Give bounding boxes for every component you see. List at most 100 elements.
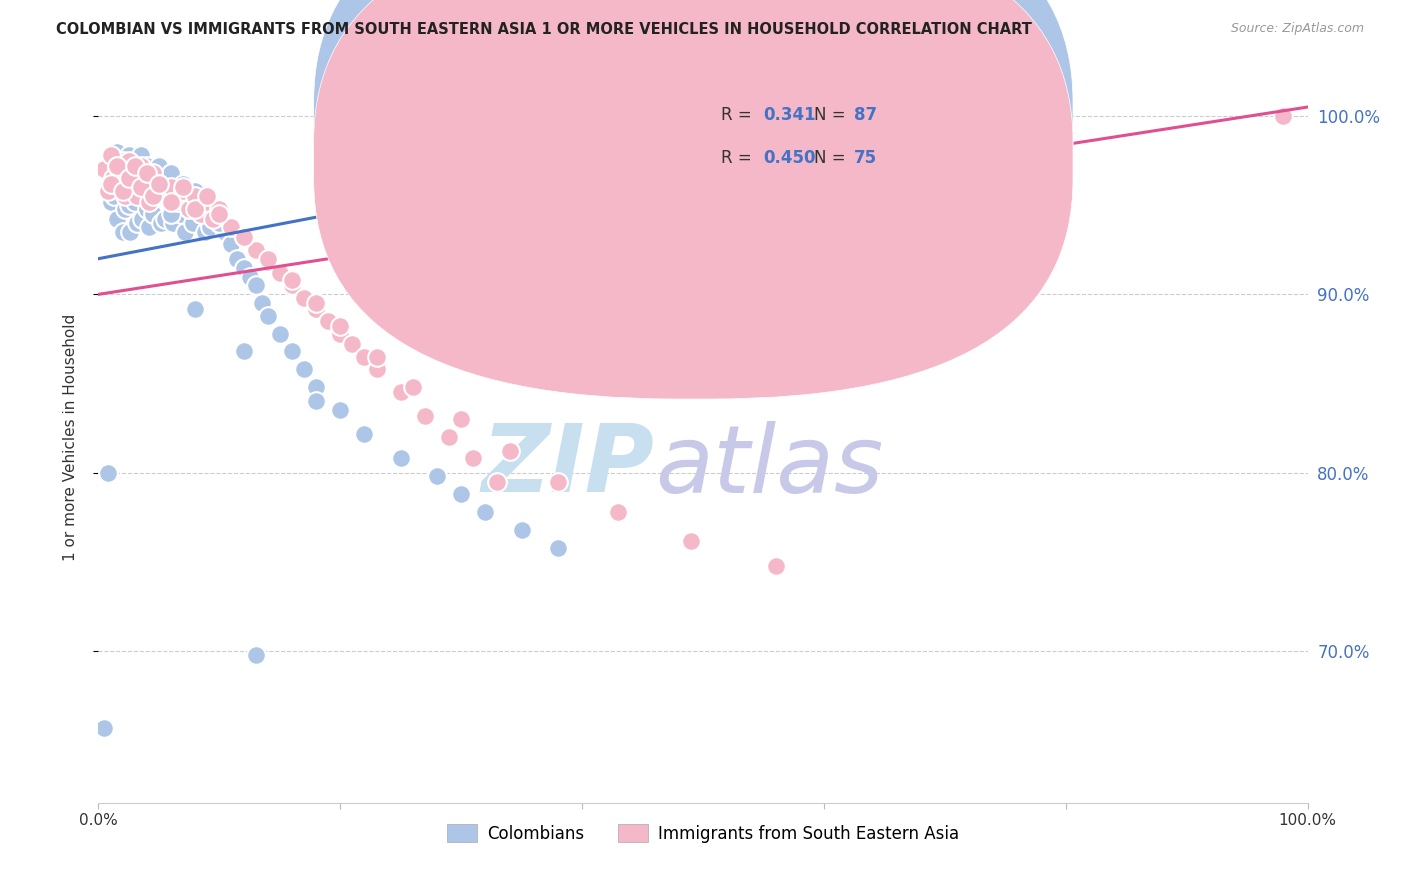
Point <box>413 409 436 423</box>
Point <box>118 171 141 186</box>
Point <box>162 216 184 230</box>
Point <box>105 159 128 173</box>
Point <box>148 177 170 191</box>
Point <box>195 198 218 212</box>
Point <box>118 153 141 168</box>
Point <box>208 202 231 216</box>
Text: N =: N = <box>814 149 851 167</box>
Point <box>232 344 254 359</box>
Point <box>305 296 328 310</box>
Point <box>221 219 243 234</box>
Point <box>121 177 143 191</box>
Point <box>172 177 194 191</box>
Point <box>221 237 243 252</box>
Point <box>129 189 152 203</box>
Point <box>329 319 352 334</box>
Point <box>547 541 569 555</box>
Point <box>353 350 375 364</box>
Point <box>114 159 136 173</box>
Text: Source: ZipAtlas.com: Source: ZipAtlas.com <box>1230 22 1364 36</box>
Point <box>160 194 183 209</box>
Point <box>256 255 278 269</box>
Point <box>153 189 176 203</box>
Point <box>366 362 388 376</box>
Point <box>184 202 207 216</box>
Point <box>208 216 231 230</box>
Point <box>105 212 128 227</box>
Point <box>389 385 412 400</box>
Point <box>208 216 231 230</box>
Point <box>329 326 352 341</box>
Text: N =: N = <box>814 106 851 124</box>
Point <box>232 230 254 244</box>
Point <box>172 184 194 198</box>
Text: R =: R = <box>721 149 758 167</box>
Point <box>160 166 183 180</box>
Point <box>498 444 520 458</box>
Point <box>202 212 225 227</box>
Point <box>124 159 146 173</box>
Point <box>105 145 128 159</box>
Point <box>100 177 122 191</box>
Point <box>129 180 152 194</box>
Point <box>131 212 153 227</box>
Point <box>101 171 124 186</box>
Point <box>166 194 188 209</box>
Legend: Colombians, Immigrants from South Eastern Asia: Colombians, Immigrants from South Easter… <box>440 818 966 849</box>
Point <box>111 184 134 198</box>
Point <box>245 278 267 293</box>
Point <box>138 219 160 234</box>
Point <box>117 180 139 194</box>
Text: 0.450: 0.450 <box>763 149 815 167</box>
FancyBboxPatch shape <box>655 68 945 195</box>
Point <box>195 194 218 209</box>
Point <box>100 148 122 162</box>
Point <box>184 184 207 198</box>
Point <box>153 212 176 227</box>
Point <box>169 207 191 221</box>
Point <box>305 301 328 316</box>
Point <box>101 166 124 180</box>
Point <box>105 166 128 180</box>
Text: 75: 75 <box>855 149 877 167</box>
Point <box>145 184 167 198</box>
Point <box>111 184 134 198</box>
Point <box>134 180 156 194</box>
Point <box>239 269 262 284</box>
Point <box>124 184 146 198</box>
Point <box>232 230 254 244</box>
Point <box>129 148 152 162</box>
Point <box>269 266 291 280</box>
Point <box>172 194 194 209</box>
Point <box>256 252 278 266</box>
Point <box>135 202 157 216</box>
Point <box>245 243 267 257</box>
Point <box>135 171 157 186</box>
Point <box>121 177 143 191</box>
Point <box>135 166 157 180</box>
Point <box>450 412 472 426</box>
Point <box>114 189 136 203</box>
Point <box>402 380 425 394</box>
Point <box>250 296 273 310</box>
Point <box>190 207 212 221</box>
Point <box>142 166 165 180</box>
Point <box>142 166 165 180</box>
Point <box>148 177 170 191</box>
Point <box>105 180 128 194</box>
Point <box>127 216 149 230</box>
Point <box>208 207 231 221</box>
Point <box>105 159 128 173</box>
Point <box>160 207 183 221</box>
Text: atlas: atlas <box>655 421 883 512</box>
Point <box>329 403 352 417</box>
Point <box>100 194 122 209</box>
Point <box>281 278 304 293</box>
Point <box>111 153 134 168</box>
Point <box>547 475 569 489</box>
Point <box>148 180 170 194</box>
Point <box>111 225 134 239</box>
Point <box>97 162 120 177</box>
Text: COLOMBIAN VS IMMIGRANTS FROM SOUTH EASTERN ASIA 1 OR MORE VEHICLES IN HOUSEHOLD : COLOMBIAN VS IMMIGRANTS FROM SOUTH EASTE… <box>56 22 1032 37</box>
Point <box>166 184 188 198</box>
